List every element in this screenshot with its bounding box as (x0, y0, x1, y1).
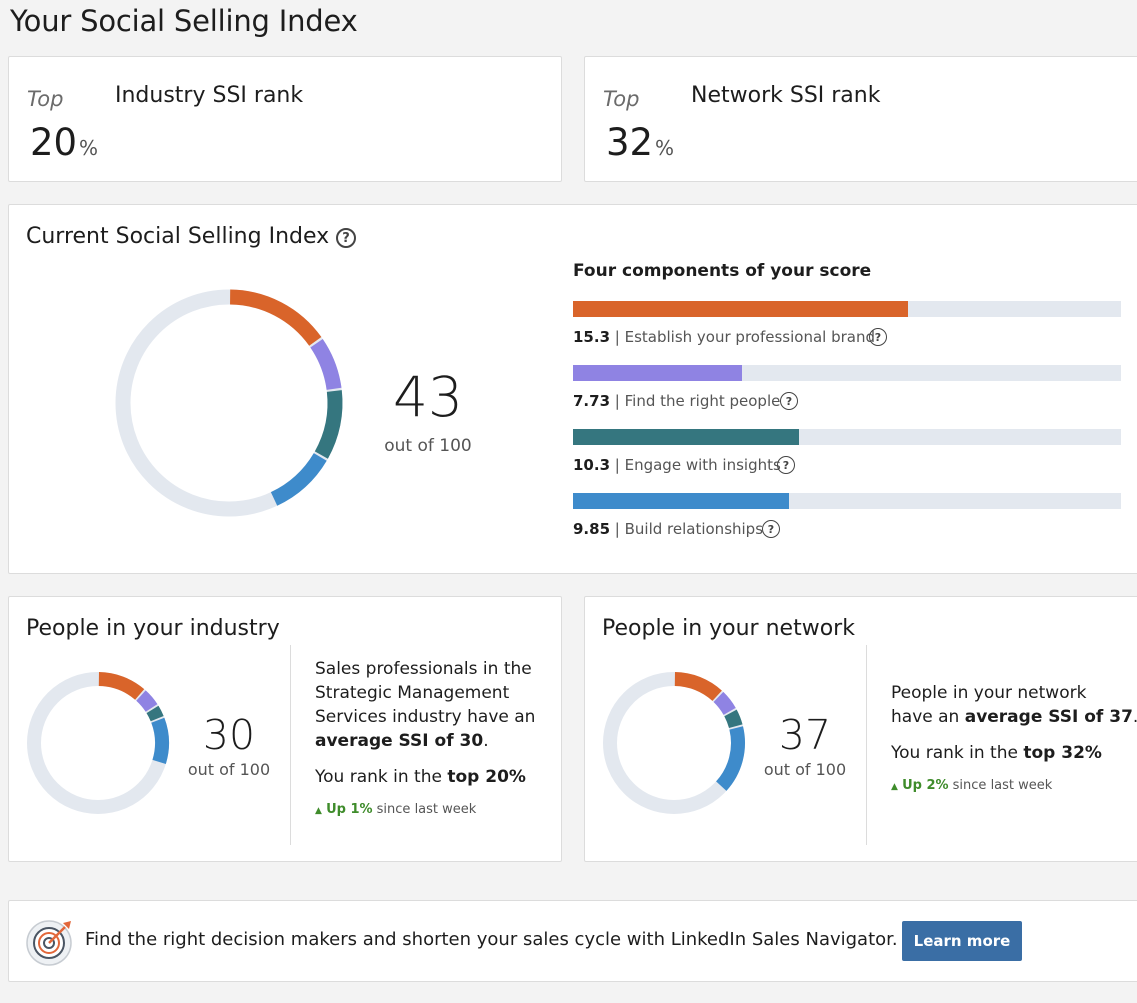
industry-rank-title: Industry SSI rank (115, 83, 304, 108)
network-rank-value: 32 (606, 121, 654, 164)
question-circle-icon[interactable]: ? (336, 228, 356, 248)
question-circle-icon[interactable]: ? (869, 328, 887, 346)
industry-rank-prefix: Top (27, 87, 64, 111)
divider (866, 645, 867, 845)
components-heading: Four components of your score (573, 261, 872, 281)
industry-rank-line: You rank in the top 20% (315, 767, 526, 787)
current-ssi-card: Current Social Selling Index ? 43 out of… (8, 204, 1137, 574)
network-rank-title: Network SSI rank (691, 83, 881, 108)
question-circle-icon[interactable]: ? (762, 520, 780, 538)
industry-donut-chart (27, 672, 169, 814)
network-rank-prefix: Top (603, 87, 640, 111)
industry-score-label: out of 100 (187, 760, 271, 779)
component-name: Find the right people (624, 392, 781, 410)
component-value: 7.73 (573, 392, 611, 410)
network-score-label: out of 100 (763, 760, 847, 779)
network-rank-line: You rank in the top 32% (891, 743, 1102, 763)
question-circle-icon[interactable]: ? (777, 456, 795, 474)
network-description: People in your network have an average S… (891, 683, 1137, 727)
network-rank-card: Top Network SSI rank 32 % (584, 56, 1137, 182)
promo-banner: Find the right decision makers and short… (8, 900, 1137, 982)
ssi-score: 43 (393, 365, 463, 429)
industry-trend: ▲ Up 1% since last week (315, 802, 477, 817)
donut-segment (314, 390, 343, 459)
component-name: Engage with insights (624, 456, 781, 474)
industry-rank-value: 20 (30, 121, 78, 164)
component-bar-track (573, 493, 1121, 509)
donut-segment (674, 672, 722, 702)
component-bar-fill (573, 429, 799, 445)
question-circle-icon[interactable]: ? (780, 392, 798, 410)
donut-segment (98, 672, 145, 700)
component-label: 15.3 | Establish your professional brand (573, 328, 875, 346)
component-label: 9.85 | Build relationships (573, 520, 764, 538)
component-value: 15.3 (573, 328, 611, 346)
donut-segment (713, 691, 736, 716)
component-value: 10.3 (573, 456, 611, 474)
component-name: Establish your professional brand (624, 328, 875, 346)
current-ssi-title: Current Social Selling Index (26, 224, 330, 249)
donut-segment (229, 289, 322, 346)
network-people-title: People in your network (602, 616, 855, 641)
industry-score: 30 (202, 711, 256, 759)
component-label: 10.3 | Engage with insights (573, 456, 781, 474)
donut-segment (270, 452, 327, 506)
donut-segment (146, 705, 164, 722)
component-name: Build relationships (624, 520, 764, 538)
trend-up-icon: ▲ (315, 806, 322, 816)
network-people-card: People in your network 37 out of 100 Peo… (584, 596, 1137, 862)
component-bar-fill (573, 493, 789, 509)
ssi-donut-chart (115, 289, 343, 517)
network-rank-unit: % (655, 136, 675, 160)
component-bar-track (573, 429, 1121, 445)
divider (290, 645, 291, 845)
donut-segment (310, 339, 342, 391)
component-label: 7.73 | Find the right people (573, 392, 781, 410)
component-value: 9.85 (573, 520, 611, 538)
donut-segment (151, 717, 169, 764)
component-bar-track (573, 365, 1121, 381)
network-donut-chart (603, 672, 745, 814)
industry-rank-card: Top Industry SSI rank 20 % (8, 56, 562, 182)
learn-more-button[interactable]: Learn more (902, 921, 1022, 961)
component-bar-track (573, 301, 1121, 317)
industry-description: Sales professionals in the Strategic Man… (315, 659, 536, 751)
industry-rank-unit: % (79, 136, 99, 160)
donut-segment (136, 690, 158, 712)
industry-people-title: People in your industry (26, 616, 280, 641)
network-trend: ▲ Up 2% since last week (891, 778, 1053, 793)
donut-segment (715, 726, 745, 791)
component-bar-fill (573, 301, 909, 317)
page-title: Your Social Selling Index (10, 4, 358, 38)
industry-people-card: People in your industry 30 out of 100 Sa… (8, 596, 562, 862)
donut-segment (724, 709, 743, 729)
ssi-score-label: out of 100 (384, 436, 472, 456)
trend-up-icon: ▲ (891, 782, 898, 792)
target-icon (26, 920, 72, 966)
network-score: 37 (778, 711, 832, 759)
component-bar-fill (573, 365, 743, 381)
promo-text: Find the right decision makers and short… (85, 929, 898, 950)
